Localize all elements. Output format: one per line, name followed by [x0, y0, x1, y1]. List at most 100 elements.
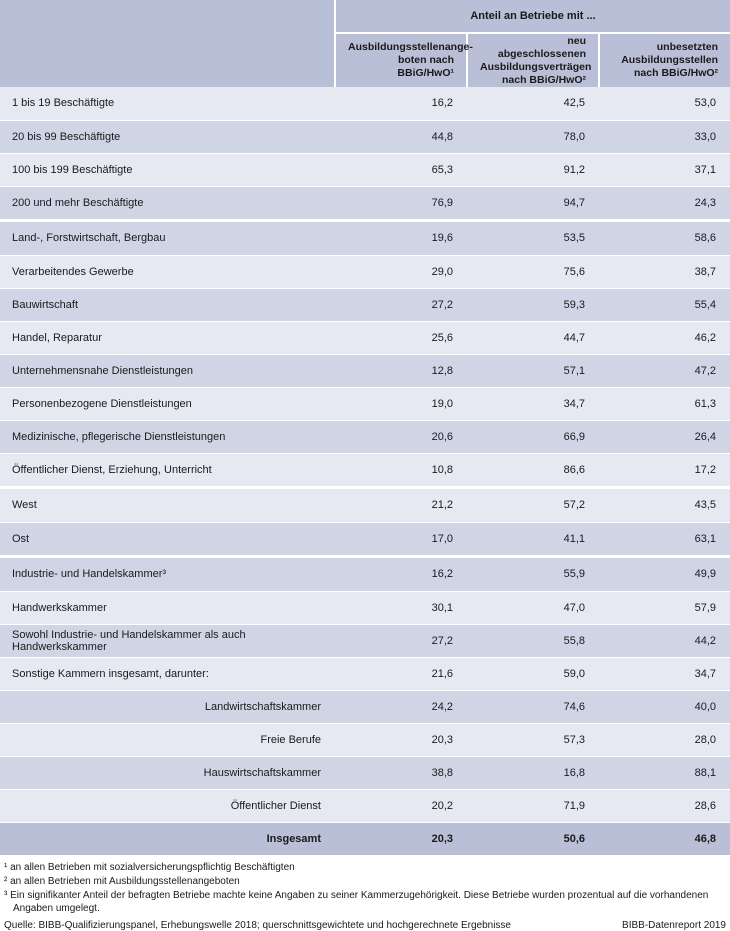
- table-row: Handwerkskammer 30,1 47,0 57,9: [0, 591, 730, 625]
- table-row: Handel, Reparatur 25,6 44,7 46,2: [0, 321, 730, 355]
- table-cell: 46,2: [599, 321, 730, 355]
- table-cell: 16,2: [335, 87, 467, 121]
- table-cell: 24,3: [599, 186, 730, 220]
- table-cell: 57,1: [467, 354, 599, 388]
- table-row: Unternehmensnahe Dienstleistungen 12,8 57,…: [0, 354, 730, 388]
- table-cell: 19,0: [335, 387, 467, 421]
- column-header: unbesetzten Ausbildungsstellen nach BBiG/H…: [597, 33, 730, 87]
- table-cell: 53,5: [467, 222, 599, 256]
- total-row: Insgesamt 20,3 50,6 46,8: [0, 822, 730, 855]
- row-label: Öffentlicher Dienst: [0, 789, 335, 823]
- table-cell: 59,3: [467, 288, 599, 322]
- table-cell: 10,8: [335, 453, 467, 487]
- column-header: neu abgeschlossenen Ausbildungsverträgen n…: [466, 33, 599, 87]
- group-separator: [0, 486, 730, 489]
- total-cell: 46,8: [599, 822, 730, 855]
- table-cell: 24,2: [335, 690, 467, 724]
- column-header: Ausbildungsstellenange-boten nach BBiG/H…: [334, 33, 473, 87]
- table-cell: 20,6: [335, 420, 467, 454]
- row-label: Freie Berufe: [0, 723, 335, 757]
- row-label: Industrie- und Handelskammer³: [0, 558, 335, 592]
- table-row: Landwirtschaftskammer 24,2 74,6 40,0: [0, 690, 730, 724]
- table-cell: 16,8: [467, 756, 599, 790]
- table-cell: 88,1: [599, 756, 730, 790]
- header-corner: [0, 0, 335, 87]
- table-cell: 17,2: [599, 453, 730, 487]
- row-label: Sonstige Kammern insgesamt, darunter:: [0, 657, 335, 691]
- table-cell: 55,4: [599, 288, 730, 322]
- table-body: 1 bis 19 Beschäftigte 16,2 42,5 53,0 20 bis …: [0, 87, 730, 855]
- row-label: 1 bis 19 Beschäftigte: [0, 87, 335, 121]
- table-cell: 21,2: [335, 489, 467, 523]
- group-title: Anteil an Betriebe mit ...: [333, 0, 730, 34]
- table-cell: 40,0: [599, 690, 730, 724]
- footnote: ³ Ein signifikanter Anteil der befragten…: [4, 890, 709, 914]
- table-row: Land-, Forstwirtschaft, Bergbau 19,6 53,5 5…: [0, 222, 730, 256]
- table-row: West 21,2 57,2 43,5: [0, 489, 730, 523]
- table-cell: 17,0: [335, 522, 467, 556]
- table-row: Öffentlicher Dienst 20,2 71,9 28,6: [0, 789, 730, 823]
- row-label: West: [0, 489, 335, 523]
- row-label: 200 und mehr Beschäftigte: [0, 186, 335, 220]
- table-cell: 65,3: [335, 153, 467, 187]
- table-cell: 55,9: [467, 558, 599, 592]
- table-cell: 19,6: [335, 222, 467, 256]
- table-cell: 33,0: [599, 120, 730, 154]
- table-cell: 42,5: [467, 87, 599, 121]
- table-cell: 78,0: [467, 120, 599, 154]
- data-table: Anteil an Betriebe mit ... Ausbildungsst…: [0, 0, 730, 855]
- row-label: Handel, Reparatur: [0, 321, 335, 355]
- table-cell: 25,6: [335, 321, 467, 355]
- table-cell: 44,7: [467, 321, 599, 355]
- row-label: Hauswirtschaftskammer: [0, 756, 335, 790]
- table-cell: 43,5: [599, 489, 730, 523]
- table-row: Freie Berufe 20,3 57,3 28,0: [0, 723, 730, 757]
- table-row: Sowohl Industrie- und Handelskammer als …: [0, 624, 730, 658]
- table-header: Anteil an Betriebe mit ... Ausbildungsst…: [0, 0, 730, 87]
- table-cell: 91,2: [467, 153, 599, 187]
- table-cell: 75,6: [467, 255, 599, 289]
- table-cell: 27,2: [335, 624, 467, 658]
- table-cell: 47,0: [467, 591, 599, 625]
- table-row: Medizinische, pflegerische Dienstleistun…: [0, 420, 730, 454]
- table-row: Öffentlicher Dienst, Erziehung, Unterric…: [0, 453, 730, 487]
- table-row: Bauwirtschaft 27,2 59,3 55,4: [0, 288, 730, 322]
- row-label: Bauwirtschaft: [0, 288, 335, 322]
- row-label: Handwerkskammer: [0, 591, 335, 625]
- table-row: Personenbezogene Dienstleistungen 19,0 34,…: [0, 387, 730, 421]
- table-row: 200 und mehr Beschäftigte 76,9 94,7 24,3: [0, 186, 730, 220]
- table-cell: 20,3: [335, 723, 467, 757]
- table-cell: 30,1: [335, 591, 467, 625]
- table-cell: 41,1: [467, 522, 599, 556]
- table-cell: 94,7: [467, 186, 599, 220]
- table-cell: 34,7: [467, 387, 599, 421]
- table-cell: 57,9: [599, 591, 730, 625]
- footnotes: ¹ an allen Betrieben mit sozialversicher…: [0, 855, 730, 915]
- row-label: Personenbezogene Dienstleistungen: [0, 387, 335, 421]
- table-row: 100 bis 199 Beschäftigte 65,3 91,2 37,1: [0, 153, 730, 187]
- row-label: Medizinische, pflegerische Dienstleistun…: [0, 420, 335, 454]
- total-label: Insgesamt: [0, 822, 335, 855]
- group-separator: [0, 219, 730, 222]
- table-row: 1 bis 19 Beschäftigte 16,2 42,5 53,0: [0, 87, 730, 121]
- total-cell: 50,6: [467, 822, 599, 855]
- footnote: ¹ an allen Betrieben mit sozialversicher…: [4, 862, 295, 873]
- table-cell: 55,8: [467, 624, 599, 658]
- table-cell: 27,2: [335, 288, 467, 322]
- table-row: Sonstige Kammern insgesamt, darunter: 21,…: [0, 657, 730, 691]
- table-cell: 26,4: [599, 420, 730, 454]
- table-cell: 57,2: [467, 489, 599, 523]
- row-label: 20 bis 99 Beschäftigte: [0, 120, 335, 154]
- row-label: Sowohl Industrie- und Handelskammer als …: [0, 624, 335, 658]
- table-cell: 34,7: [599, 657, 730, 691]
- table-cell: 44,8: [335, 120, 467, 154]
- table-cell: 71,9: [467, 789, 599, 823]
- table-cell: 53,0: [599, 87, 730, 121]
- table-cell: 12,8: [335, 354, 467, 388]
- table-cell: 61,3: [599, 387, 730, 421]
- table-row: Hauswirtschaftskammer 38,8 16,8 88,1: [0, 756, 730, 790]
- table-cell: 49,9: [599, 558, 730, 592]
- table-cell: 38,7: [599, 255, 730, 289]
- source-text: Quelle: BIBB-Qualifizierungspanel, Erheb…: [4, 920, 511, 931]
- table-cell: 66,9: [467, 420, 599, 454]
